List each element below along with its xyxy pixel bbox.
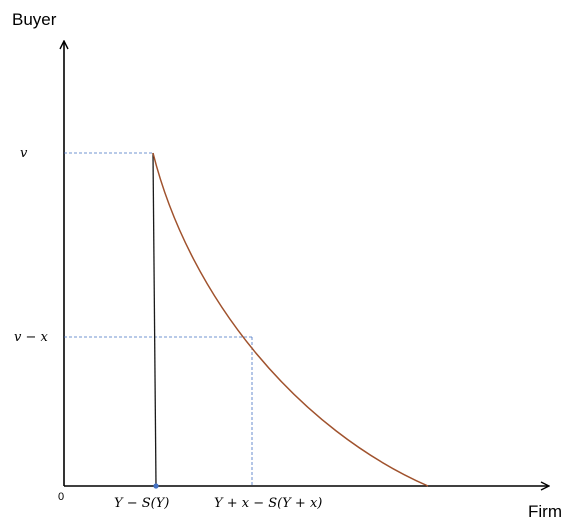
origin-label: 0 <box>58 491 64 503</box>
x-axis-point-marker <box>153 483 159 489</box>
surplus-curve <box>152 152 429 487</box>
y-axis-title: Buyer <box>12 10 57 29</box>
y-label-v: v <box>20 146 28 161</box>
x-label-y-plus-x-minus-s: Y + x − S(Y + x) <box>214 496 322 511</box>
x-label-y-minus-s: Y − S(Y) <box>114 496 169 511</box>
vertical-line-y-minus-s <box>152 152 157 487</box>
x-axis-title: Firm <box>528 502 562 520</box>
y-label-v-minus-x: v − x <box>14 330 49 345</box>
